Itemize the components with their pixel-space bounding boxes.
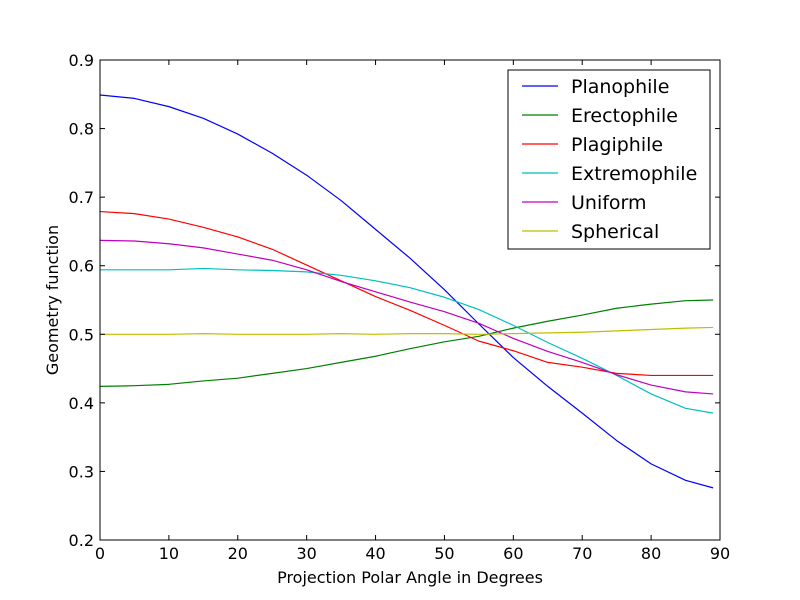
x-tick-label: 70 bbox=[572, 544, 592, 563]
series-line-planophile bbox=[99, 94, 714, 489]
x-tick-label: 20 bbox=[228, 544, 248, 563]
y-axis-label: Geometry function bbox=[43, 225, 62, 375]
x-tick-label: 60 bbox=[503, 544, 523, 563]
legend-label-planophile: Planophile bbox=[571, 76, 669, 98]
y-tick-label: 0.3 bbox=[69, 462, 94, 481]
legend-label-erectophile: Erectophile bbox=[571, 105, 678, 127]
series-line-erectophile bbox=[99, 299, 714, 387]
x-tick-label: 80 bbox=[641, 544, 661, 563]
x-tick-label: 0 bbox=[95, 544, 105, 563]
series-line-extremophile bbox=[100, 267, 714, 414]
legend-label-spherical: Spherical bbox=[571, 221, 659, 243]
series-layer bbox=[99, 94, 714, 489]
y-tick-label: 0.4 bbox=[69, 394, 94, 413]
y-tick-label: 0.7 bbox=[69, 188, 94, 207]
series-line-spherical bbox=[100, 326, 714, 335]
legend-label-extremophile: Extremophile bbox=[571, 163, 697, 185]
series-line-plagiphile bbox=[99, 210, 714, 377]
x-tick-label: 10 bbox=[159, 544, 179, 563]
x-tick-label: 30 bbox=[296, 544, 316, 563]
legend-label-plagiphile: Plagiphile bbox=[571, 134, 663, 156]
legend: Planophile Erectophile Plagiphile Extremoph… bbox=[507, 69, 711, 250]
legend-label-uniform: Uniform bbox=[571, 192, 647, 214]
y-tick-label: 0.5 bbox=[69, 325, 94, 344]
tick-layer: 0 10 20 30 40 50 60 70 80 90 0.2 0.3 0.4 0.5 0.6 0.7 0.8… bbox=[69, 51, 731, 563]
series-line-uniform bbox=[99, 239, 714, 395]
y-tick-label: 0.6 bbox=[69, 257, 94, 276]
legend-items: Planophile Erectophile Plagiphile Extremoph… bbox=[522, 76, 697, 243]
y-tick-label: 0.8 bbox=[69, 120, 94, 139]
legend-box bbox=[507, 69, 711, 250]
y-tick-label: 0.2 bbox=[69, 531, 94, 550]
x-tick-label: 90 bbox=[710, 544, 730, 563]
x-axis-label: Projection Polar Angle in Degrees bbox=[277, 568, 543, 587]
y-tick-label: 0.9 bbox=[69, 51, 94, 70]
plot-frame bbox=[99, 59, 721, 541]
x-tick-label: 50 bbox=[434, 544, 454, 563]
x-tick-label: 40 bbox=[365, 544, 385, 563]
